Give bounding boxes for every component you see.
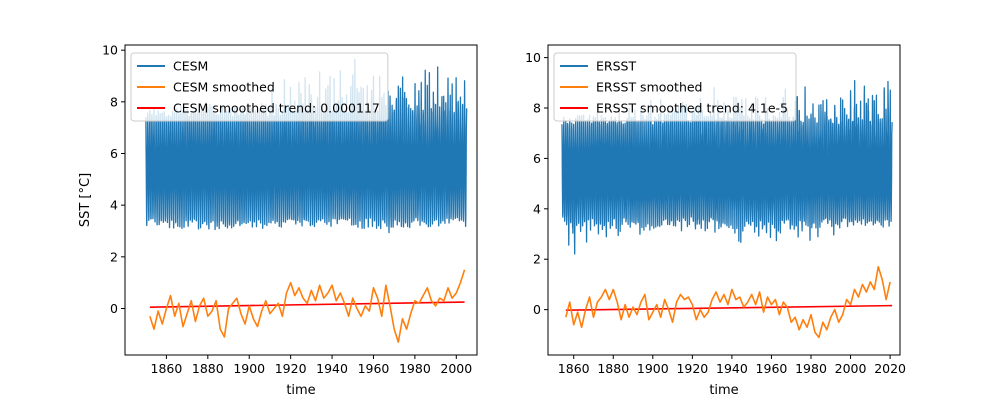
ersst-y-tick-label: 4 (533, 201, 541, 216)
ersst-axes-frame (547, 44, 901, 356)
cesm-x-axis-label: time (286, 383, 315, 398)
ersst-legend-box (553, 52, 797, 122)
chart-ersst: 1860 1880 1900 1920 1940 1960 1980 2000 2020 0 2 4… (525, 44, 906, 398)
cesm-smoothed-line (149, 269, 466, 343)
cesm-x-tick-label: 1920 (275, 361, 307, 376)
ersst-y-ticks: 0 2 4 6 8 10 (525, 50, 548, 317)
ersst-raw-line (561, 80, 893, 255)
cesm-raw-line (145, 59, 468, 234)
cesm-trend-line (149, 301, 465, 309)
ersst-smoothed-line (565, 265, 891, 339)
ersst-y-tick-label: 2 (533, 252, 541, 267)
cesm-x-tick-label: 2000 (440, 361, 472, 376)
cesm-x-tick-label: 1980 (399, 361, 431, 376)
cesm-legend-label-smoothed: CESM smoothed (173, 80, 275, 95)
cesm-x-tick-label: 1900 (233, 361, 265, 376)
cesm-y-tick-label: 8 (110, 94, 118, 109)
cesm-y-tick-label: 10 (102, 43, 118, 58)
ersst-smoothed-series (565, 265, 891, 339)
ersst-x-tick-label: 1980 (795, 361, 827, 376)
ersst-x-ticks: 1860 1880 1900 1920 1940 1960 1980 2000 2020 (558, 355, 906, 376)
ersst-legend: ERSST ERSST smoothed ERSST smoothed tren… (553, 52, 797, 122)
cesm-x-ticks: 1860 1880 1900 1920 1940 1960 1980 2000 (151, 355, 472, 376)
ersst-legend-label-smoothed: ERSST smoothed (596, 80, 703, 95)
cesm-smoothed-series (149, 269, 466, 343)
ersst-x-axis-label: time (709, 383, 738, 398)
cesm-legend-box (130, 52, 389, 122)
ersst-x-tick-label: 2000 (835, 361, 867, 376)
ersst-x-tick-label: 1880 (597, 361, 629, 376)
cesm-x-tick-label: 1960 (358, 361, 390, 376)
cesm-legend-label-raw: CESM (173, 59, 208, 74)
ersst-x-tick-label: 1940 (716, 361, 748, 376)
cesm-y-axis-label: SST [°C] (78, 173, 93, 227)
ersst-y-tick-label: 8 (533, 101, 541, 116)
chart-cesm: 1860 1880 1900 1920 1940 1960 1980 2000 0 2 4 6 8 10… (78, 43, 478, 398)
ersst-y-tick-label: 0 (533, 302, 541, 317)
ersst-trend-line (565, 304, 893, 311)
cesm-y-tick-label: 0 (110, 301, 118, 316)
ersst-legend-label-raw: ERSST (596, 59, 636, 74)
ersst-x-tick-label: 2020 (874, 361, 906, 376)
cesm-y-tick-label: 4 (110, 198, 118, 213)
ersst-x-tick-label: 1960 (756, 361, 788, 376)
ersst-x-tick-label: 1860 (558, 361, 590, 376)
cesm-raw-series (145, 59, 468, 234)
cesm-x-tick-label: 1860 (151, 361, 183, 376)
cesm-axes-frame (124, 44, 478, 356)
cesm-legend-label-trend: CESM smoothed trend: 0.000117 (173, 101, 380, 116)
cesm-legend: CESM CESM smoothed CESM smoothed trend: … (130, 52, 389, 122)
ersst-x-tick-label: 1900 (637, 361, 669, 376)
cesm-trend-series (149, 301, 465, 309)
ersst-y-tick-label: 10 (525, 50, 541, 65)
cesm-x-tick-label: 1940 (316, 361, 348, 376)
ersst-raw-series (561, 80, 893, 255)
ersst-trend-series (565, 304, 893, 311)
cesm-x-tick-label: 1880 (192, 361, 224, 376)
cesm-y-tick-label: 6 (110, 146, 118, 161)
cesm-y-tick-label: 2 (110, 249, 118, 264)
ersst-x-tick-label: 1920 (676, 361, 708, 376)
cesm-y-ticks: 0 2 4 6 8 10 (102, 43, 125, 316)
ersst-y-tick-label: 6 (533, 151, 541, 166)
ersst-legend-label-trend: ERSST smoothed trend: 4.1e-5 (596, 101, 788, 116)
